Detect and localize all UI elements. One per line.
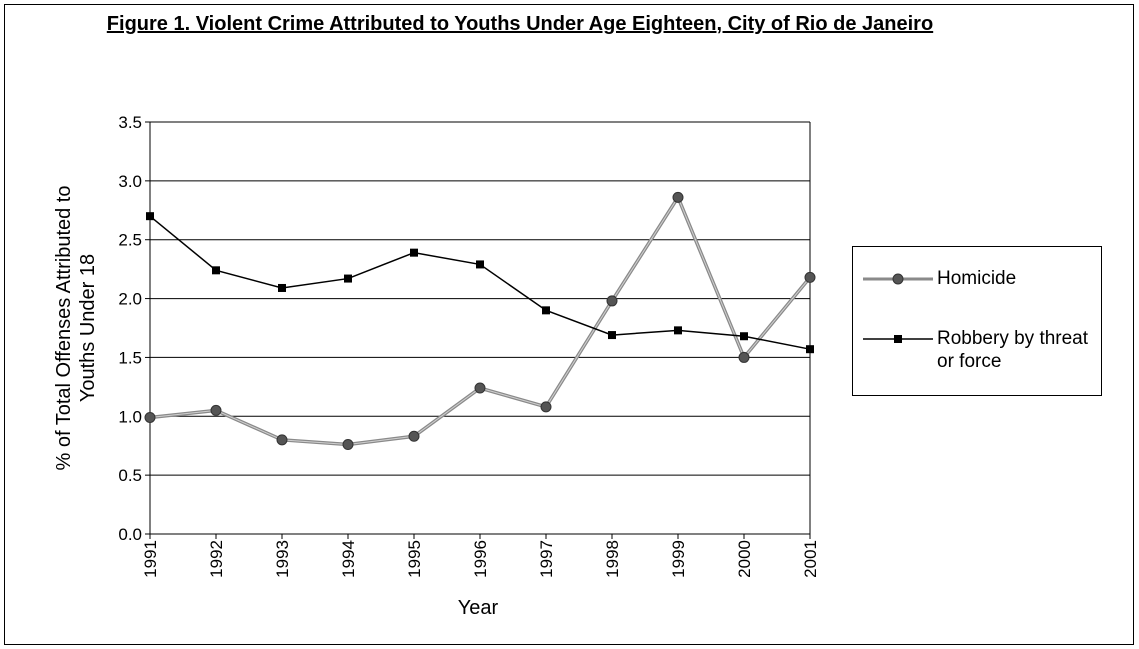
data-point-homicide (804, 271, 816, 283)
gridlines (150, 121, 810, 476)
legend-item-homicide: Homicide (863, 267, 1097, 291)
y-tick-label: 3.0 (118, 172, 142, 191)
x-tick-label: 2001 (801, 540, 820, 578)
data-point-robbery (674, 326, 682, 335)
data-point-robbery (542, 306, 550, 315)
legend-label-robbery: Robbery by threat or force (937, 328, 1089, 372)
chart-title: Figure 1. Violent Crime Attributed to Yo… (106, 13, 934, 35)
y-tick-label: 3.5 (118, 113, 142, 132)
series-line-homicide-highlight (149, 196, 811, 446)
x-tick-label: 1998 (603, 540, 622, 578)
y-tick-label: 0.0 (118, 525, 142, 544)
y-tick-label: 2.0 (118, 290, 142, 309)
y-axis-label-line: % of Total Offenses Attributed to (53, 186, 75, 471)
data-point-robbery (608, 331, 616, 340)
data-point-robbery (212, 266, 220, 275)
y-tick-label: 1.5 (118, 348, 142, 367)
series-line-homicide (149, 193, 812, 447)
data-point-robbery (146, 212, 154, 221)
x-tick-label: 2000 (735, 540, 754, 578)
data-point-homicide (474, 382, 486, 394)
data-point-homicide (342, 439, 354, 451)
legend-label-homicide: Homicide (937, 268, 1017, 289)
x-tick-label: 1997 (537, 540, 556, 578)
x-tick-label: 1999 (669, 540, 688, 578)
x-tick-label: 1993 (273, 540, 292, 578)
data-point-homicide (408, 430, 420, 442)
y-axis-label-line: Youths Under 18 (77, 254, 99, 402)
data-point-homicide (606, 295, 618, 307)
legend-item-robbery: Robbery by threat or force (863, 327, 1097, 373)
data-point-homicide (276, 434, 288, 446)
series-line-robbery (149, 215, 811, 350)
x-tick-label: 1996 (471, 540, 490, 578)
legend-swatch-robbery (863, 335, 933, 343)
data-point-homicide (144, 411, 156, 423)
x-tick-label: 1992 (207, 540, 226, 578)
data-point-homicide (210, 404, 222, 416)
x-tick-label: 1994 (339, 540, 358, 578)
y-tick-label: 0.5 (118, 466, 142, 485)
y-tick-label: 2.5 (118, 231, 142, 250)
x-tick-label: 1991 (141, 540, 160, 578)
data-point-homicide (672, 191, 684, 203)
axes (145, 121, 811, 539)
y-tick-labels: 0.0 0.5 1.0 1.5 2.0 2.5 3.0 3.5 (118, 113, 142, 544)
legend-swatch-homicide (863, 273, 933, 285)
x-axis-label: Year (458, 597, 499, 619)
data-point-homicide (738, 351, 750, 363)
legend: Homicide Robbery by threat or force (852, 246, 1102, 396)
data-point-robbery (278, 283, 286, 292)
data-point-robbery (344, 274, 352, 283)
y-tick-label: 1.0 (118, 407, 142, 426)
data-point-robbery (410, 248, 418, 257)
data-point-robbery (806, 345, 814, 354)
x-tick-labels: 1991 1992 1993 1994 1995 1996 1997 1998 1999 2000… (141, 540, 820, 578)
data-point-robbery (476, 260, 484, 269)
data-point-homicide (540, 401, 552, 413)
x-tick-label: 1995 (405, 540, 424, 578)
series-lines (144, 191, 816, 451)
y-axis-label: % of Total Offenses Attributed to Youths … (53, 186, 99, 471)
data-point-robbery (740, 332, 748, 341)
